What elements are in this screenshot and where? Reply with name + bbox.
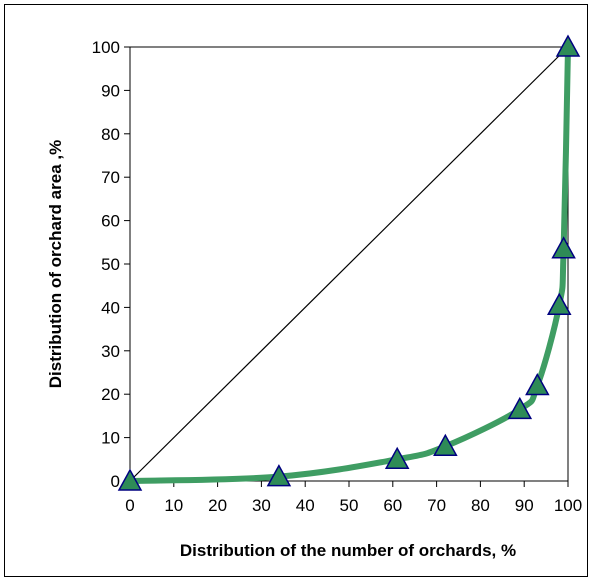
x-tick-label: 30 bbox=[252, 496, 271, 515]
y-tick-label: 50 bbox=[101, 255, 120, 274]
x-tick-label: 100 bbox=[554, 496, 582, 515]
data-point-triangle bbox=[117, 468, 143, 491]
x-tick-label: 50 bbox=[340, 496, 359, 515]
x-tick-label: 70 bbox=[427, 496, 446, 515]
equality-line bbox=[129, 46, 569, 482]
y-axis-title: Distribution of orchard area ,% bbox=[46, 140, 65, 388]
x-tick-label: 40 bbox=[296, 496, 315, 515]
x-tick-label: 60 bbox=[383, 496, 402, 515]
y-tick-label: 30 bbox=[101, 342, 120, 361]
data-point-triangle bbox=[507, 396, 533, 420]
plot-area: 0 10 20 30 40 50 60 70 80 90 100 0 10 20 30 40 50 60 70 80 9… bbox=[92, 34, 582, 515]
y-tick-label: 100 bbox=[92, 38, 120, 57]
data-point-triangle bbox=[266, 464, 292, 487]
x-tick-label: 0 bbox=[125, 496, 134, 515]
y-tick-label: 40 bbox=[101, 298, 120, 317]
x-tick-label: 10 bbox=[164, 496, 183, 515]
data-point-triangle bbox=[384, 446, 410, 470]
data-point-triangle bbox=[525, 372, 550, 396]
x-tick-label: 90 bbox=[515, 496, 534, 515]
data-point-triangle bbox=[551, 236, 576, 259]
data-point-triangle bbox=[433, 433, 458, 457]
x-tick-label: 20 bbox=[208, 496, 227, 515]
y-tick-label: 20 bbox=[101, 385, 120, 404]
y-tick-label: 80 bbox=[101, 125, 120, 144]
y-tick-label: 60 bbox=[101, 212, 120, 231]
data-point-triangle bbox=[555, 34, 581, 57]
y-tick-label: 70 bbox=[101, 168, 120, 187]
y-tick-label: 10 bbox=[101, 429, 120, 448]
x-tick-label: 80 bbox=[471, 496, 490, 515]
x-axis-title: Distribution of the number of orchards, … bbox=[180, 541, 516, 560]
y-tick-label: 0 bbox=[111, 472, 120, 491]
data-point-triangle bbox=[546, 292, 572, 315]
y-tick-label: 90 bbox=[101, 81, 120, 100]
